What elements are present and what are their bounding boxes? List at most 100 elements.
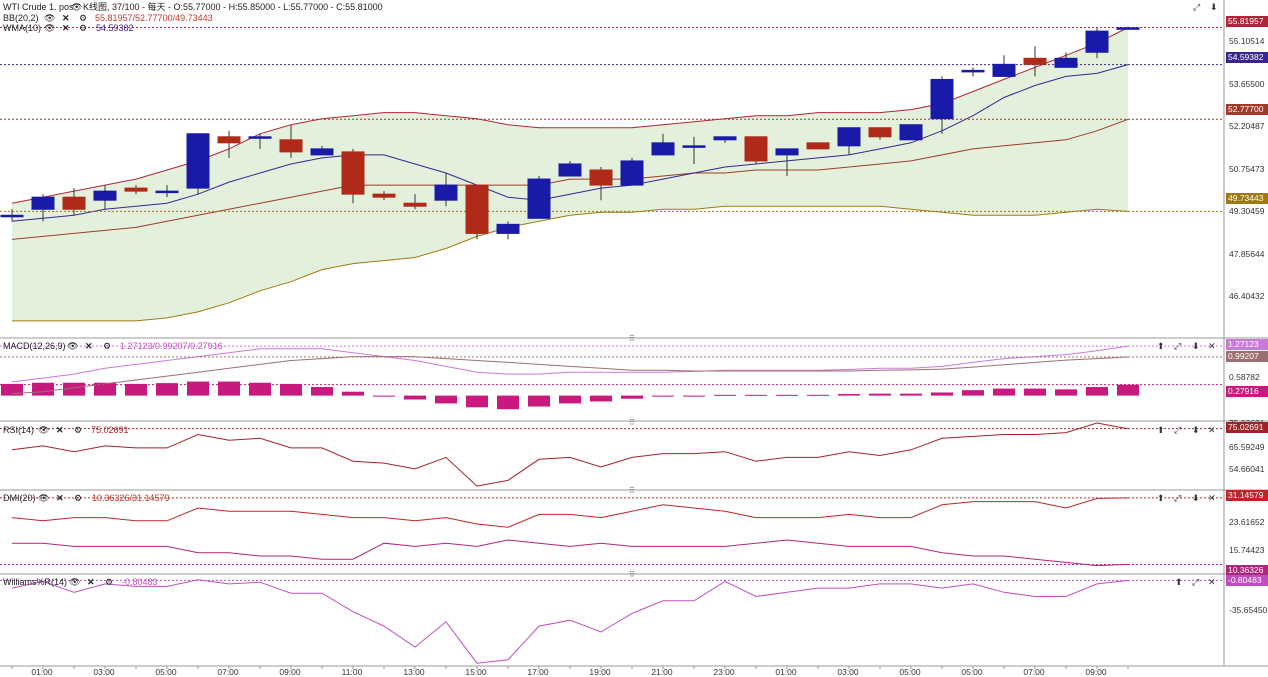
candle-body (31, 196, 55, 210)
macd-histogram-bar (962, 390, 984, 396)
pane-resize-handle[interactable]: ⠿ (629, 486, 635, 495)
candle-body (248, 136, 272, 139)
arrow-down-icon[interactable]: ⬇ (1210, 2, 1218, 12)
close-icon[interactable]: ✕ (62, 13, 70, 23)
williams-line (11, 579, 1129, 664)
macd-histogram-bar (249, 382, 271, 396)
expand-icon[interactable]: ⤢ (1193, 2, 1201, 12)
macd-histogram-bar (218, 381, 240, 396)
eye-icon[interactable]: 👁 (38, 493, 50, 503)
eye-icon[interactable]: 👁 (71, 2, 83, 12)
expand-icon[interactable]: ⤢ (1174, 493, 1182, 503)
bb-mid-line (11, 118, 1129, 240)
macd-histogram-bar (900, 393, 922, 396)
candle-body (806, 142, 830, 150)
expand-icon[interactable]: ⤢ (1192, 577, 1200, 587)
arrow-up-icon[interactable]: ⬆ (1157, 341, 1165, 351)
price-tick: 50.75473 (1229, 164, 1265, 174)
pane-resize-handle[interactable]: ⠿ (629, 570, 635, 579)
bb-lower-line (12, 205, 1129, 322)
candle-body (713, 136, 737, 141)
time-label: 05:00 (899, 667, 921, 677)
macd-signal-tag: 0.99207 (1226, 351, 1268, 362)
pane-resize-handle[interactable]: ⠿ (629, 334, 635, 343)
arrow-up-icon[interactable]: ⬆ (1157, 425, 1165, 435)
candle-body (465, 184, 489, 234)
time-label: 17:00 (527, 667, 549, 677)
close-pane-icon[interactable]: ✕ (1208, 341, 1216, 351)
macd-histogram-bar (776, 394, 798, 396)
instrument-title: WTI Crude 1. pos (3, 2, 74, 12)
macd-histogram-bar (931, 392, 953, 396)
expand-icon[interactable]: ⤢ (1174, 341, 1182, 351)
close-icon[interactable]: ✕ (56, 425, 64, 435)
candle-body (1085, 30, 1109, 53)
macd-tick: 0.58782 (1229, 372, 1260, 382)
eye-icon[interactable]: 👁 (69, 577, 81, 587)
macd-histogram-bar (187, 381, 209, 396)
macd-histogram-bar (32, 382, 54, 396)
arrow-up-icon[interactable]: ⬆ (1175, 577, 1183, 587)
expand-icon[interactable]: ⤢ (1174, 425, 1182, 435)
close-pane-icon[interactable]: ✕ (1208, 425, 1216, 435)
time-label: 19:00 (589, 667, 611, 677)
close-pane-icon[interactable]: ✕ (1208, 577, 1216, 587)
gear-icon[interactable]: ⚙ (79, 23, 88, 33)
arrow-down-icon[interactable]: ⬇ (1192, 425, 1200, 435)
time-label: 03:00 (837, 667, 859, 677)
dmi-plus-tag: 31.14579 (1226, 490, 1268, 501)
eye-icon[interactable]: 👁 (38, 425, 50, 435)
arrow-down-icon[interactable]: ⬇ (1192, 341, 1200, 351)
candle-body (496, 223, 520, 234)
macd-histogram-bar (1117, 384, 1139, 396)
candle-body (558, 163, 582, 177)
candle-body (403, 202, 427, 207)
rsi-tag: 75.02691 (1226, 422, 1268, 433)
gear-icon[interactable]: ⚙ (74, 493, 83, 503)
macd-histogram-bar (435, 395, 457, 404)
dmi-tick: 15.74423 (1229, 545, 1265, 555)
arrow-up-icon[interactable]: ⬆ (1157, 493, 1165, 503)
dmi-minus-line (12, 539, 1129, 567)
close-icon[interactable]: ✕ (62, 23, 70, 33)
gear-icon[interactable]: ⚙ (103, 341, 112, 351)
close-icon[interactable]: ✕ (85, 341, 93, 351)
candle-body (682, 145, 706, 148)
candle-body (1054, 57, 1078, 68)
macd-histogram-bar (1, 383, 23, 396)
time-label: 11:00 (341, 667, 363, 677)
time-label: 21:00 (651, 667, 673, 677)
gear-icon[interactable]: ⚙ (79, 13, 88, 23)
chart-settings: K线图, 37/100 - 每天 - O:55.77000 - H:55.850… (83, 2, 383, 12)
gear-icon[interactable]: ⚙ (74, 425, 83, 435)
williams-tick: -35.65450 (1229, 605, 1268, 615)
dmi-minus-tag: 10.36326 (1226, 565, 1268, 576)
price-tick: 55.10514 (1229, 36, 1265, 46)
arrow-down-icon[interactable]: ⬇ (1192, 493, 1200, 503)
pane-resize-handle[interactable]: ⠿ (629, 418, 635, 427)
macd-histogram-bar (745, 394, 767, 396)
rsi-line (11, 422, 1129, 487)
macd-histogram-bar (466, 395, 488, 408)
candle-body (527, 178, 551, 219)
candle-body (1116, 27, 1140, 30)
eye-icon[interactable]: 👁 (44, 13, 56, 23)
macd-histogram-bar (869, 393, 891, 396)
time-label: 05:00 (961, 667, 983, 677)
macd-histogram-bar (125, 383, 147, 396)
close-pane-icon[interactable]: ✕ (1208, 493, 1216, 503)
candle-body (651, 142, 675, 156)
candle-body (310, 148, 334, 156)
gear-icon[interactable]: ⚙ (105, 577, 114, 587)
eye-icon[interactable]: 👁 (44, 23, 56, 33)
eye-icon[interactable]: 👁 (67, 341, 79, 351)
close-icon[interactable]: ✕ (87, 577, 95, 587)
candle-body (372, 193, 396, 198)
macd-histogram-bar (311, 387, 333, 396)
macd-histogram-bar (652, 395, 674, 397)
candle-body (620, 160, 644, 186)
candle-body (589, 169, 613, 186)
candle-body (155, 190, 179, 194)
close-icon[interactable]: ✕ (56, 493, 64, 503)
time-label: 09:00 (279, 667, 301, 677)
